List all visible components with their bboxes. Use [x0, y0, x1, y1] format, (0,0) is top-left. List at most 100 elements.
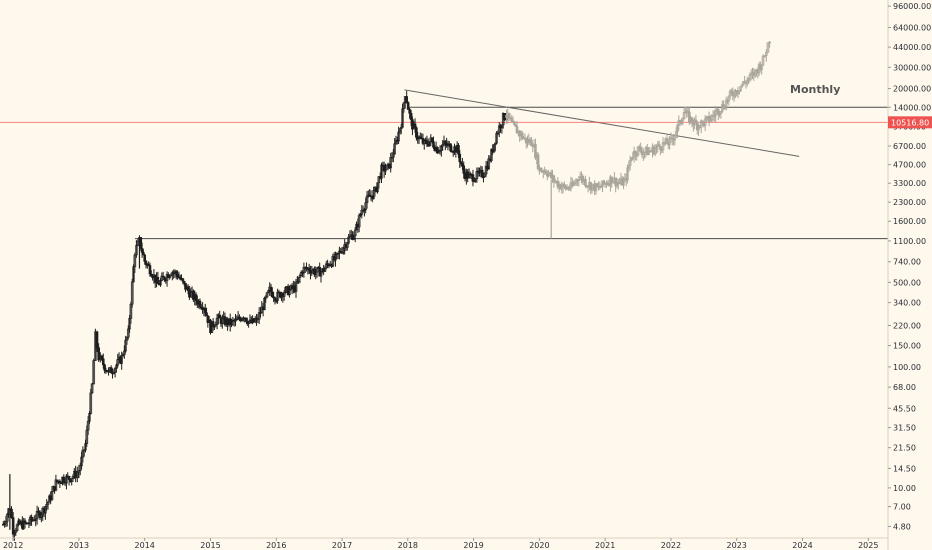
candle-body: [18, 520, 22, 525]
candle-body: [42, 507, 46, 514]
candle-body: [271, 291, 274, 298]
candle-body: [90, 383, 94, 394]
y-axis[interactable]: 96000.00 64000.00 44000.00 30000.00 20000.00…: [887, 0, 932, 550]
x-tick-label: 2017: [332, 541, 352, 550]
candle-body: [768, 41, 771, 44]
candle-body: [520, 132, 524, 139]
candle-body: [449, 143, 452, 152]
candle-body: [156, 277, 160, 285]
candle-body: [626, 167, 629, 181]
candle-body: [556, 180, 560, 188]
y-tick-label: 1100.00: [893, 237, 926, 246]
candle-body: [393, 143, 396, 155]
candle-body: [120, 354, 123, 364]
candle-body: [332, 256, 336, 261]
candle-body: [433, 146, 437, 151]
candle-body: [411, 119, 414, 130]
candle-body: [665, 138, 669, 144]
candle-body: [123, 350, 126, 355]
candle-body: [174, 271, 178, 275]
candle-body: [273, 297, 277, 301]
candle-body: [581, 176, 585, 182]
candle-body: [88, 413, 91, 422]
candle-body: [139, 237, 143, 249]
candle-body: [50, 491, 54, 500]
candle-body: [10, 508, 13, 518]
y-tick-label: 14.50: [893, 464, 916, 473]
candle-body: [425, 140, 429, 145]
candle-body: [487, 158, 491, 170]
candle-body: [371, 195, 374, 199]
candle-body: [401, 108, 404, 128]
candle-body: [405, 96, 408, 103]
x-tick-label: 2015: [200, 541, 220, 550]
candle-body: [286, 286, 290, 296]
y-tick-label: 44000.00: [893, 43, 931, 52]
candle-body: [109, 367, 113, 374]
candle-body: [593, 183, 596, 192]
x-axis[interactable]: 2012 2013 2014 2015 2016 2017 2018 2019 2020 2021…: [0, 537, 888, 550]
candle-body: [703, 118, 707, 126]
candle-body: [534, 144, 537, 159]
candle-body: [265, 292, 269, 298]
candle-body: [290, 285, 294, 290]
candle-body: [188, 290, 191, 298]
candle-body: [116, 359, 120, 366]
candle-body: [65, 475, 68, 484]
candle-body: [347, 236, 350, 244]
y-tick-label: 740.00: [893, 258, 921, 267]
y-tick-label: 96000.00: [893, 2, 931, 11]
candle-body: [444, 141, 447, 144]
candle-body: [221, 317, 224, 324]
x-tick-label: 2022: [661, 541, 681, 550]
candle-body: [294, 282, 298, 292]
candle-body: [524, 137, 528, 144]
candle-body: [702, 121, 706, 126]
candle-body: [695, 122, 699, 131]
candle-body: [226, 318, 229, 325]
candle-body: [346, 242, 349, 248]
candle-body: [356, 223, 360, 228]
candle-body: [293, 285, 296, 292]
candle-body: [408, 109, 411, 114]
candle-body: [436, 147, 439, 154]
candle-body: [384, 168, 387, 172]
candle-body: [181, 278, 185, 282]
candle-body: [388, 163, 391, 169]
candle-body: [480, 169, 484, 177]
candle-body: [392, 153, 395, 158]
candle-body: [389, 157, 393, 169]
candle-body: [186, 286, 190, 292]
candle-body: [495, 133, 498, 144]
descending-trendline: [404, 89, 800, 157]
candle-body: [184, 282, 187, 290]
candle-body: [15, 524, 19, 531]
candle-body: [681, 118, 685, 122]
current-price-label: 10516.80: [891, 118, 929, 127]
candle-body: [761, 56, 765, 66]
candle-body: [740, 84, 744, 87]
candle-body: [639, 147, 642, 152]
candle-body: [54, 479, 58, 491]
candle-body: [357, 215, 361, 228]
candle-body: [95, 331, 99, 349]
x-tick-label: 2019: [463, 541, 483, 550]
candle-body: [563, 183, 566, 187]
y-tick-label: 100.00: [893, 363, 921, 372]
y-tick-label: 14000.00: [893, 103, 931, 112]
candle-body: [353, 229, 357, 237]
candle-body: [140, 248, 144, 253]
candle-body: [691, 122, 695, 126]
candle-body: [101, 358, 105, 366]
candle-body: [119, 356, 122, 364]
y-tick-label: 340.00: [893, 299, 921, 308]
y-tick-label: 64000.00: [893, 23, 931, 32]
y-tick-label: 4700.00: [893, 161, 926, 170]
candle-body: [194, 294, 198, 301]
candle-body: [515, 126, 519, 134]
candle-body: [206, 315, 210, 323]
candle-body: [462, 165, 466, 174]
candle-body: [518, 130, 521, 137]
